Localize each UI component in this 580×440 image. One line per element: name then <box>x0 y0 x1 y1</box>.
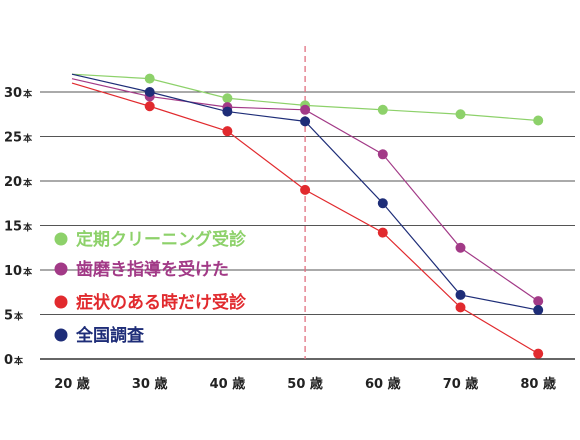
data-point-0-40 <box>222 93 233 104</box>
data-point-3-60 <box>377 198 388 209</box>
y-tick-label-10: 10本 <box>4 264 33 279</box>
data-point-0-60 <box>377 104 388 115</box>
data-point-3-50 <box>300 116 311 127</box>
data-point-2-50 <box>300 184 311 195</box>
data-point-3-70 <box>455 289 466 300</box>
data-point-3-40 <box>222 106 233 117</box>
x-tick-label-80: 80 歳 <box>520 376 556 392</box>
legend-label-0: 定期クリーニング受診 <box>76 229 247 250</box>
y-tick-label-5: 5本 <box>4 309 24 324</box>
data-point-3-80 <box>533 305 544 316</box>
data-point-0-70 <box>455 109 466 120</box>
y-tick-label-15: 15本 <box>4 220 33 235</box>
data-point-2-40 <box>222 126 233 137</box>
x-tick-label-70: 70 歳 <box>443 376 479 392</box>
data-point-2-70 <box>455 302 466 313</box>
data-point-1-50 <box>300 104 311 115</box>
data-point-2-30 <box>144 101 155 112</box>
y-tick-label-25: 25本 <box>4 131 33 146</box>
data-point-3-30 <box>144 87 155 97</box>
x-tick-label-40: 40 歳 <box>210 376 246 392</box>
legend-marker-3 <box>54 328 68 342</box>
legend-label-3: 全国調査 <box>75 325 145 346</box>
x-tick-label-50: 50 歳 <box>287 376 323 392</box>
axes: 0本 5本 10本 15本 20本 25本 30本 20 歳 30 歳 40 歳 50 歳 60 歳 7… <box>4 86 556 392</box>
data-point-2-80 <box>533 348 544 359</box>
legend-marker-1 <box>54 262 68 276</box>
x-tick-label-30: 30 歳 <box>132 376 168 392</box>
y-tick-label-0: 0本 <box>4 353 24 368</box>
data-point-1-70 <box>455 242 466 253</box>
data-point-1-80 <box>533 296 544 307</box>
data-point-2-60 <box>377 227 388 238</box>
y-tick-label-30: 30本 <box>4 86 33 101</box>
x-tick-label-60: 60 歳 <box>365 376 401 392</box>
series <box>71 73 544 359</box>
legend-marker-2 <box>54 295 68 309</box>
data-point-1-60 <box>377 149 388 160</box>
legend-marker-0 <box>54 232 68 246</box>
data-point-0-80 <box>533 115 544 126</box>
x-tick-label-20: 20 歳 <box>54 376 90 392</box>
y-tick-label-20: 20本 <box>4 175 33 190</box>
legend-label-1: 歯磨き指導を受けた <box>76 259 229 280</box>
data-point-0-30 <box>144 73 155 84</box>
legend-label-2: 症状のある時だけ受診 <box>76 292 247 313</box>
